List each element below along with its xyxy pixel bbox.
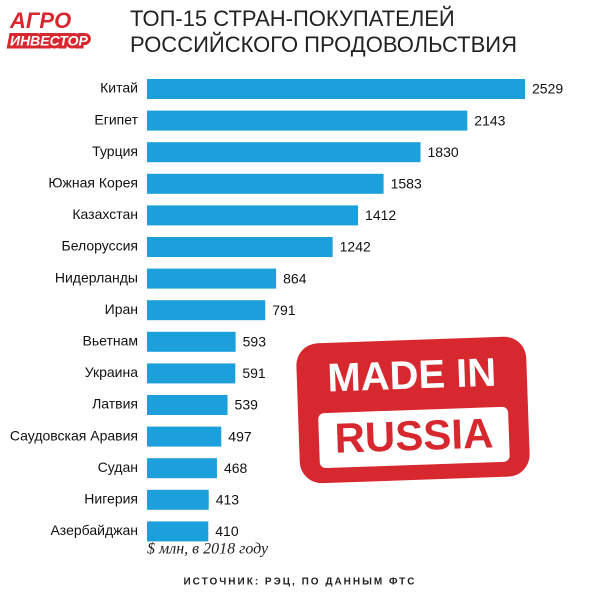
bar [147, 79, 525, 99]
category-label: Вьетнам [82, 333, 138, 349]
bar [147, 110, 468, 131]
value-label: 591 [242, 365, 266, 381]
bar [147, 395, 228, 415]
stamp-text: MADE IN [327, 351, 497, 401]
category-label: Иран [105, 301, 138, 317]
value-label: 864 [283, 270, 307, 286]
category-label: Египет [94, 111, 138, 127]
category-label: Азербайджан [50, 522, 138, 538]
chart-title: ТОП-15 СТРАН-ПОКУПАТЕЛЕЙ [130, 6, 455, 31]
value-label: 2143 [474, 112, 505, 128]
bar [147, 426, 222, 447]
category-label: Китай [100, 80, 138, 96]
bar [147, 489, 209, 510]
value-label: 1583 [391, 176, 422, 192]
value-label: 791 [272, 302, 296, 318]
value-label: 468 [224, 460, 248, 476]
value-label: 1242 [340, 239, 371, 255]
bar [147, 458, 217, 479]
value-label: 539 [235, 397, 259, 413]
unit-note: $ млн, в 2018 году [147, 541, 269, 558]
logo: АГРО ИНВЕСТОР [7, 8, 91, 52]
value-label: 1830 [428, 144, 459, 160]
value-label: 593 [243, 334, 267, 350]
logo-line: ИНВЕСТОР [10, 33, 88, 49]
category-label: Турция [92, 143, 138, 159]
value-label: 413 [216, 492, 240, 508]
value-label: 1412 [365, 207, 396, 223]
category-label: Украина [85, 364, 139, 380]
stamp-inner [318, 406, 510, 469]
category-label: Саудовская Аравия [10, 427, 138, 443]
bar [147, 300, 266, 321]
category-label: Белоруссия [62, 238, 139, 254]
bar [147, 331, 236, 352]
bar [147, 237, 333, 257]
bar [147, 205, 359, 226]
bar [147, 142, 421, 163]
bar [147, 173, 384, 194]
category-label: Латвия [92, 396, 138, 412]
bar [147, 521, 209, 542]
category-label: Судан [98, 459, 138, 475]
category-label: Нидерланды [55, 269, 138, 285]
chart-title: РОССИЙСКОГО ПРОДОВОЛЬСТВИЯ [130, 32, 517, 57]
value-label: 410 [215, 523, 239, 539]
logo-line: АГРО [9, 8, 71, 33]
bar [147, 268, 277, 289]
value-label: 497 [228, 428, 252, 444]
stamp-text: RUSSIA [334, 409, 494, 462]
value-label: 2529 [532, 81, 563, 97]
stamp: MADE IN RUSSIA [296, 336, 530, 484]
category-label: Южная Корея [48, 175, 138, 191]
category-label: Нигерия [84, 491, 138, 507]
bar [147, 363, 236, 384]
source: ИСТОЧНИК: РЭЦ, ПО ДАННЫМ ФТС [183, 577, 416, 588]
category-label: Казахстан [72, 206, 138, 222]
